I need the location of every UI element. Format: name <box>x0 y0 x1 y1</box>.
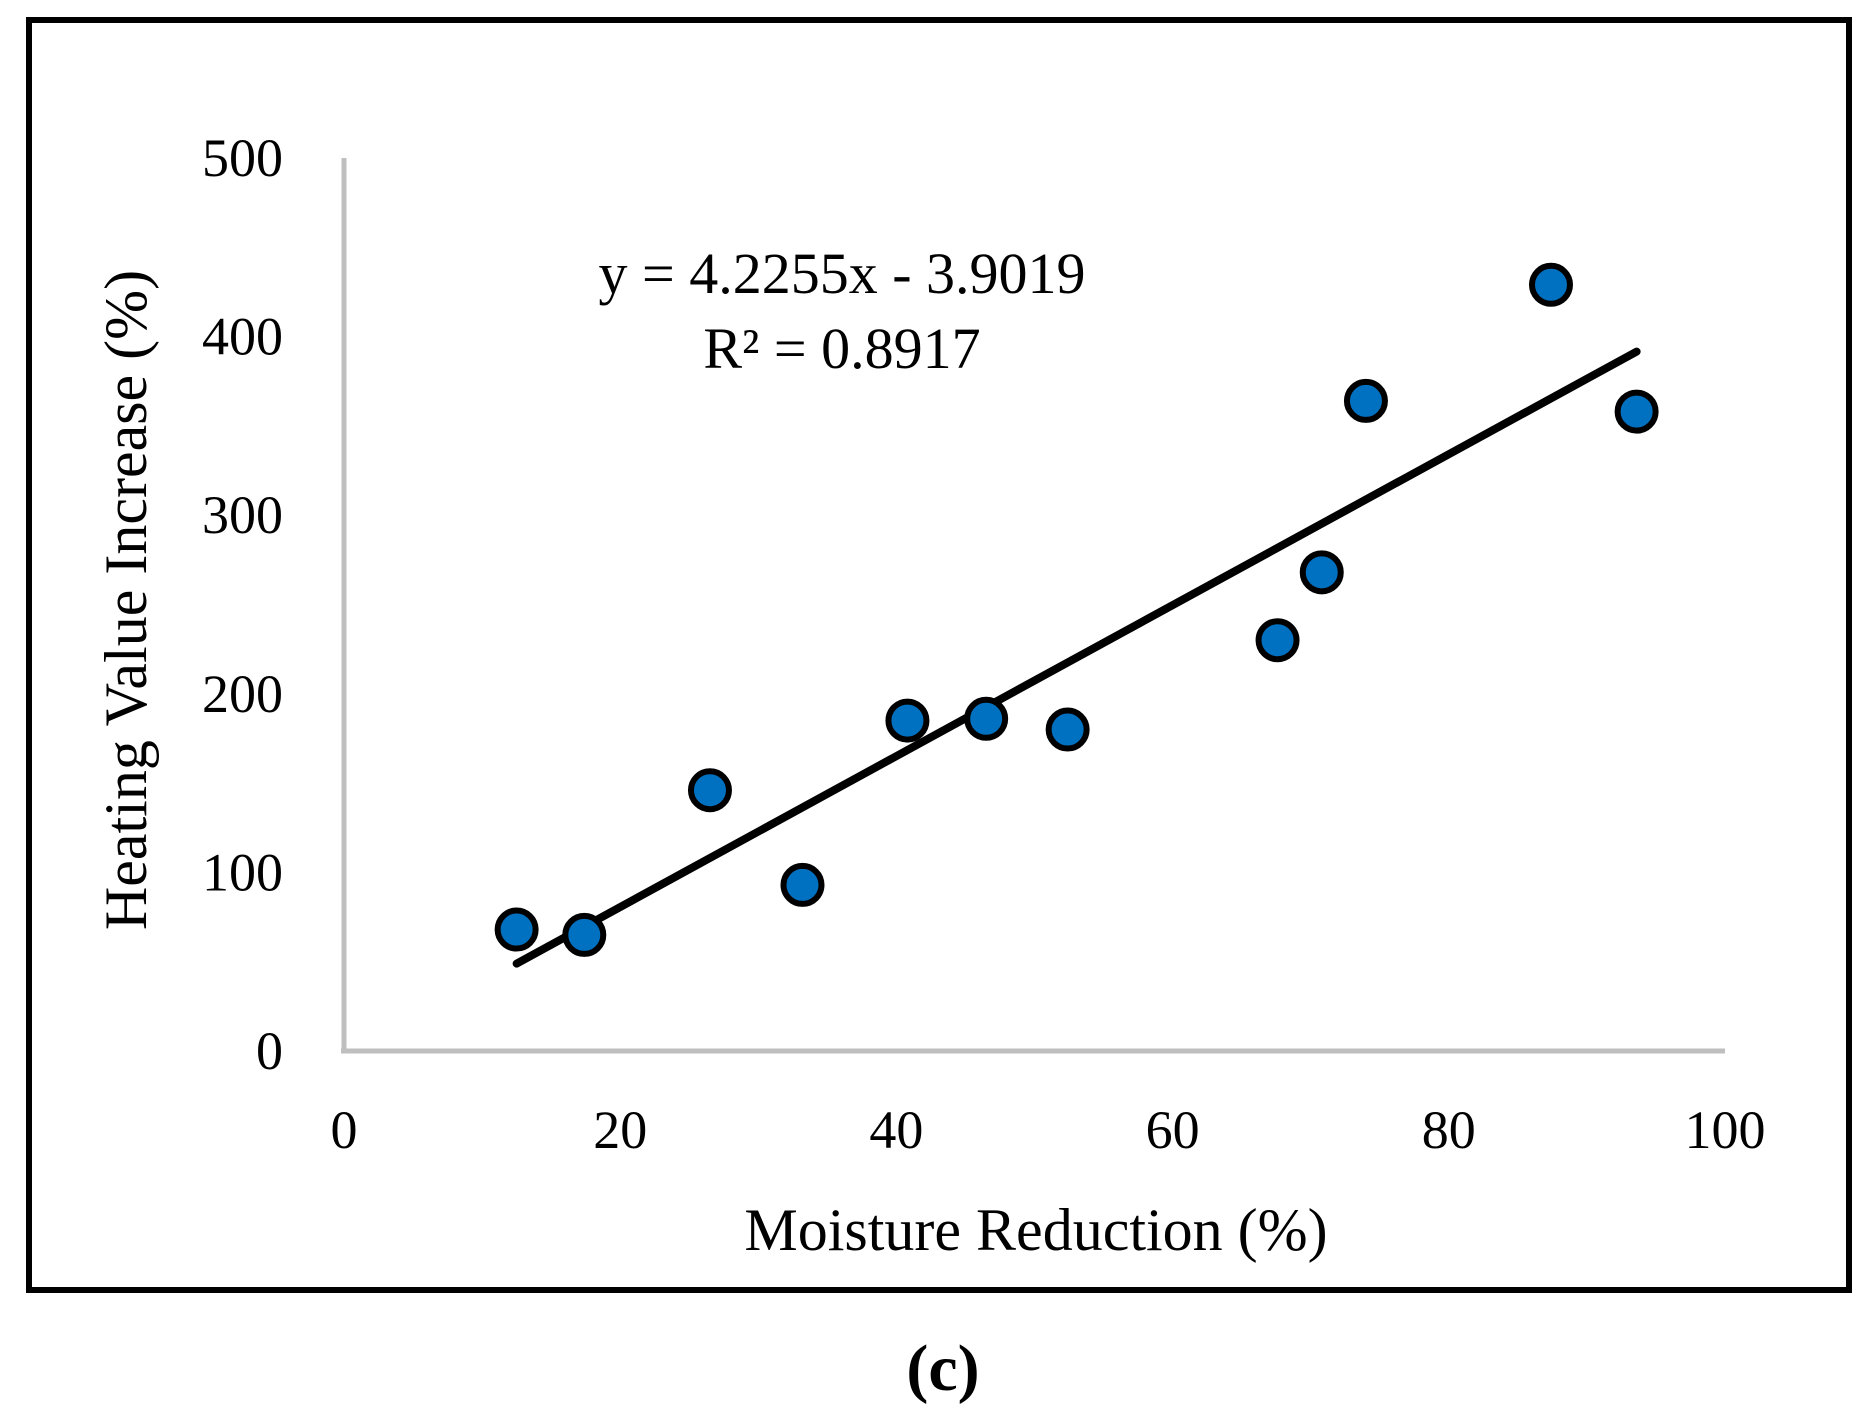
data-point <box>780 862 825 907</box>
data-point <box>494 907 539 952</box>
y-tick-labels: 0 100 200 300 400 500 <box>202 128 283 1081</box>
data-point <box>687 768 732 813</box>
data-point <box>1343 378 1388 423</box>
data-point <box>1045 707 1090 752</box>
x-tick-labels: 0 20 40 60 80 100 <box>331 1100 1766 1160</box>
data-point <box>964 696 1009 741</box>
trendline-equation: y = 4.2255x - 3.9019 <box>598 241 1085 306</box>
x-tick-label: 60 <box>1146 1100 1200 1160</box>
data-point <box>562 912 607 957</box>
panel-label: (c) <box>906 1332 979 1405</box>
trendline <box>512 347 1641 968</box>
r-squared-label: R² = 0.8917 <box>703 316 980 381</box>
x-tick-label: 0 <box>331 1100 358 1160</box>
axes <box>341 158 1725 1054</box>
data-point <box>1528 262 1573 307</box>
y-tick-label: 500 <box>202 128 283 188</box>
x-axis-title: Moisture Reduction (%) <box>744 1197 1327 1263</box>
y-tick-label: 400 <box>202 307 283 367</box>
data-point <box>885 698 930 743</box>
y-tick-label: 200 <box>202 664 283 724</box>
y-tick-label: 0 <box>256 1021 283 1081</box>
y-axis-title: Heating Value Increase (%) <box>93 270 159 930</box>
x-tick-label: 20 <box>593 1100 647 1160</box>
data-point <box>1299 550 1344 595</box>
data-points <box>494 262 1659 957</box>
x-tick-label: 100 <box>1685 1100 1766 1160</box>
y-tick-label: 100 <box>202 842 283 902</box>
x-tick-label: 80 <box>1422 1100 1476 1160</box>
x-tick-label: 40 <box>869 1100 923 1160</box>
data-point <box>1255 618 1300 663</box>
y-tick-label: 300 <box>202 485 283 545</box>
chart-frame <box>26 17 1852 1293</box>
data-point <box>1614 389 1659 434</box>
